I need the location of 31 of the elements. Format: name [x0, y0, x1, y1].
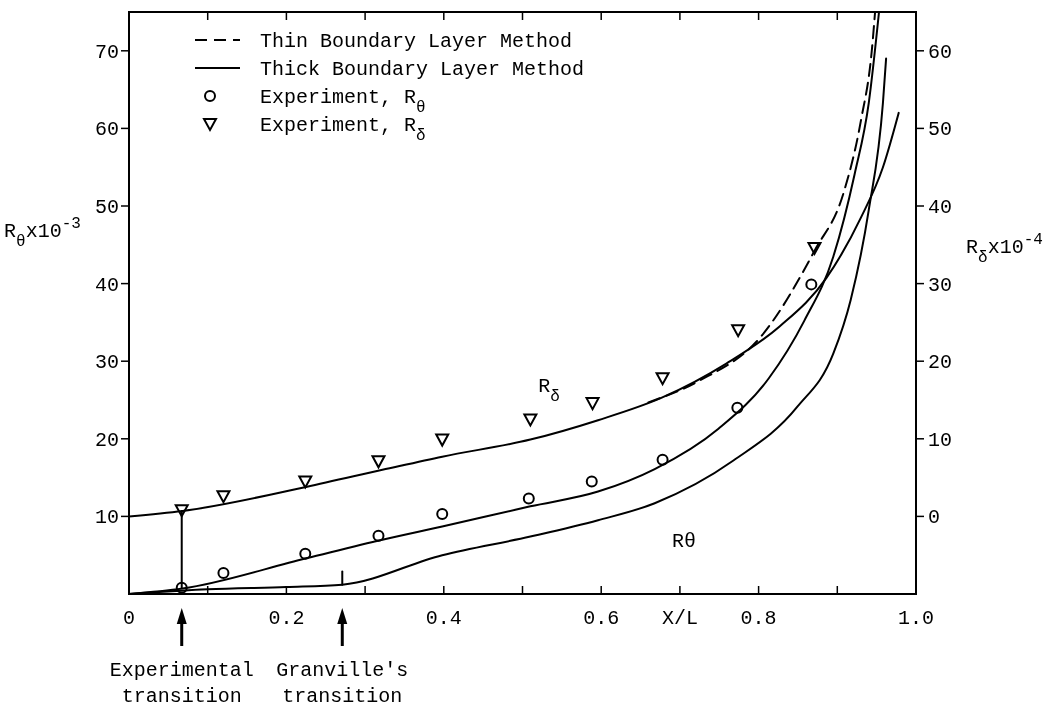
text: Granville's transition	[276, 659, 409, 708]
x-axis-title: X/L	[661, 607, 698, 630]
x-tick-label: 1.0	[897, 607, 935, 630]
y-tick-label: 10	[94, 506, 119, 530]
legend-label: Thin Boundary Layer Method	[260, 30, 573, 53]
y2-tick-label: 0	[928, 506, 941, 530]
x-tick-label: 0.8	[740, 607, 777, 630]
y-tick-label: 30	[94, 351, 119, 375]
x-tick-label: 0	[122, 607, 136, 630]
y-tick-label: 20	[94, 428, 119, 452]
text: Experimental transition	[109, 659, 254, 708]
x-tick-label: 0.4	[425, 607, 462, 630]
y2-tick-label: 50	[928, 118, 953, 142]
y2-tick-label: 40	[928, 196, 953, 219]
x-tick-label: 0.6	[583, 607, 620, 630]
y2-tick-label: 10	[928, 428, 953, 452]
legend-label: Experiment, R$_{θ}$	[260, 86, 426, 117]
y2-axis-title: R$_{δ}$x10$^{-4}$	[966, 230, 1043, 267]
y-tick-label: 50	[94, 196, 119, 219]
y-axis-title: R$_{θ}$x10$^{-3}$	[4, 215, 81, 252]
y2-tick-label: 30	[928, 273, 953, 297]
annotation: Rθ	[672, 530, 697, 554]
legend-label: Experiment, R$_{δ}$	[260, 114, 426, 145]
y2-tick-label: 20	[928, 351, 953, 375]
y-tick-label: 60	[94, 118, 119, 142]
legend-label: Thick Boundary Layer Method	[260, 58, 585, 81]
y-tick-label: 40	[94, 273, 119, 297]
x-tick-label: 0.2	[268, 607, 305, 630]
y-tick-label: 70	[94, 40, 119, 64]
y2-tick-label: 60	[928, 40, 953, 64]
annotation: R$_{δ}$	[538, 375, 560, 407]
